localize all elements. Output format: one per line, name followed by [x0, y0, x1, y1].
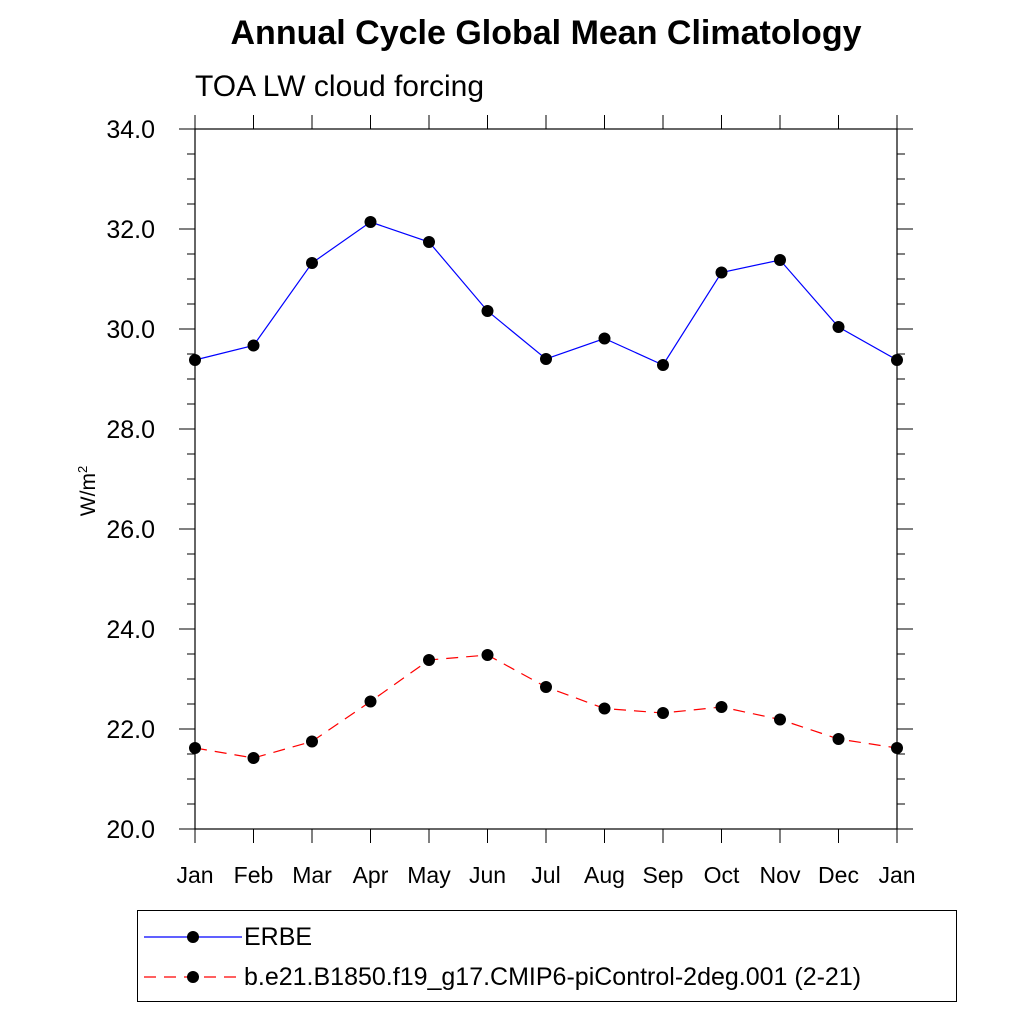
- legend-label-0: ERBE: [244, 923, 313, 951]
- x-tick-label: Jul: [531, 862, 560, 888]
- legend-label-1: b.e21.B1850.f19_g17.CMIP6-piControl-2deg…: [244, 963, 862, 991]
- series-1-point: [657, 707, 669, 719]
- series-0-point: [247, 339, 260, 352]
- series-0-point: [891, 354, 903, 366]
- x-tick-label: May: [407, 862, 451, 888]
- series-1-point: [598, 702, 611, 715]
- series-0-point: [306, 257, 318, 269]
- series-1-point: [481, 649, 494, 661]
- legend-swatch-0: [144, 931, 242, 943]
- y-tick-label: 30.0: [106, 316, 155, 344]
- x-tick-label: Nov: [760, 862, 801, 888]
- x-tick-label: Feb: [234, 862, 274, 888]
- series-1-point: [247, 752, 260, 764]
- series-1-point: [540, 681, 552, 693]
- x-tick-label: Apr: [353, 862, 389, 888]
- series-1-point: [774, 713, 786, 726]
- series-1-point: [423, 654, 435, 666]
- x-tick-label: Aug: [584, 862, 625, 888]
- x-tick-label: Jan: [878, 862, 915, 888]
- y-tick-label: 34.0: [106, 116, 155, 144]
- legend-item-0: ERBE: [138, 919, 956, 955]
- series-line-1: [194, 654, 898, 759]
- series-0-point: [657, 359, 669, 371]
- x-tick-label: Jan: [176, 862, 213, 888]
- x-tick-label: Oct: [704, 862, 740, 888]
- x-tick-label: Jun: [469, 862, 506, 888]
- series-1-point: [306, 735, 318, 748]
- y-tick-label: 26.0: [106, 516, 155, 544]
- series-1-point: [891, 742, 903, 754]
- series-0-point: [598, 332, 611, 345]
- legend-swatch-1: [144, 971, 242, 983]
- series-0-point: [715, 266, 728, 279]
- legend-item-1: b.e21.B1850.f19_g17.CMIP6-piControl-2deg…: [138, 959, 956, 995]
- series-line-0: [194, 221, 898, 366]
- x-tick-label: Dec: [818, 862, 859, 888]
- series-0-point: [423, 236, 435, 248]
- series-1-point: [364, 695, 377, 708]
- legend-marker-0: [187, 931, 199, 943]
- series-0-point: [364, 216, 377, 228]
- chart-title: Annual Cycle Global Mean Climatology: [230, 14, 862, 52]
- y-tick-label: 32.0: [106, 216, 155, 244]
- series-1-point: [832, 733, 845, 745]
- chart-subtitle: TOA LW cloud forcing: [195, 70, 485, 103]
- y-tick-label: 24.0: [106, 616, 155, 644]
- series-0-point: [481, 305, 494, 317]
- legend: ERBE b.e21.B1850.f19_g17.CMIP6-piControl…: [137, 910, 957, 1002]
- y-tick-label: 20.0: [106, 816, 155, 844]
- series-1-point: [189, 742, 201, 754]
- series-0-point: [832, 321, 845, 333]
- y-tick-label: 22.0: [106, 716, 155, 744]
- x-tick-label: Mar: [292, 862, 332, 888]
- series-0-point: [540, 353, 552, 365]
- y-tick-label: 28.0: [106, 416, 155, 444]
- series-0-point: [774, 254, 786, 266]
- series-0-point: [189, 354, 201, 366]
- series-1-point: [715, 701, 728, 713]
- legend-marker-1: [187, 971, 199, 983]
- x-tick-label: Sep: [643, 862, 684, 888]
